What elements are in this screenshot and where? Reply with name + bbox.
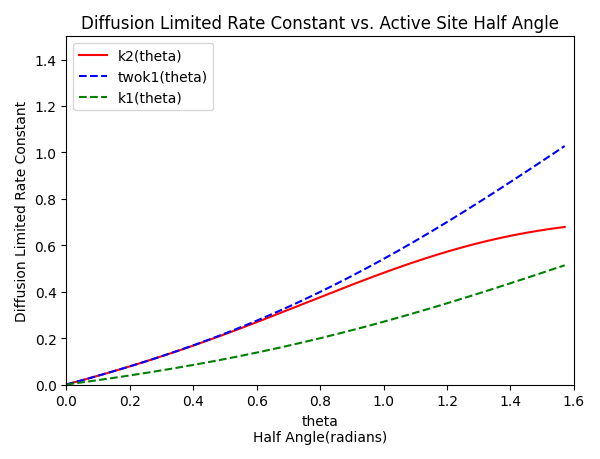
k2(theta) (264, 315, 271, 321)
k2(theta) (561, 225, 568, 230)
k2(theta) (113, 368, 121, 373)
k2(theta) (405, 262, 412, 267)
k2(theta) (451, 247, 458, 252)
twok1(theta) (460, 209, 467, 215)
twok1(theta) (63, 382, 70, 387)
k1(theta) (405, 312, 412, 318)
k1(theta) (561, 263, 568, 269)
X-axis label: theta
Half Angle(radians): theta Half Angle(radians) (253, 414, 387, 444)
k1(theta) (460, 296, 467, 301)
k1(theta) (451, 298, 458, 304)
k2(theta) (460, 245, 467, 250)
Line: k2(theta): k2(theta) (67, 228, 565, 385)
twok1(theta) (113, 368, 121, 373)
twok1(theta) (264, 313, 271, 319)
Title: Diffusion Limited Rate Constant vs. Active Site Half Angle: Diffusion Limited Rate Constant vs. Acti… (81, 15, 559, 33)
twok1(theta) (561, 144, 568, 150)
k1(theta) (113, 375, 121, 380)
Y-axis label: Diffusion Limited Rate Constant: Diffusion Limited Rate Constant (15, 101, 29, 321)
k1(theta) (282, 344, 289, 349)
k2(theta) (63, 382, 70, 387)
Line: twok1(theta): twok1(theta) (67, 147, 565, 385)
Line: k1(theta): k1(theta) (67, 266, 565, 385)
k2(theta) (282, 308, 289, 314)
twok1(theta) (451, 215, 458, 220)
Legend: k2(theta), twok1(theta), k1(theta): k2(theta), twok1(theta), k1(theta) (73, 44, 214, 111)
twok1(theta) (405, 242, 412, 248)
twok1(theta) (282, 306, 289, 311)
k1(theta) (264, 348, 271, 353)
k1(theta) (63, 382, 70, 387)
